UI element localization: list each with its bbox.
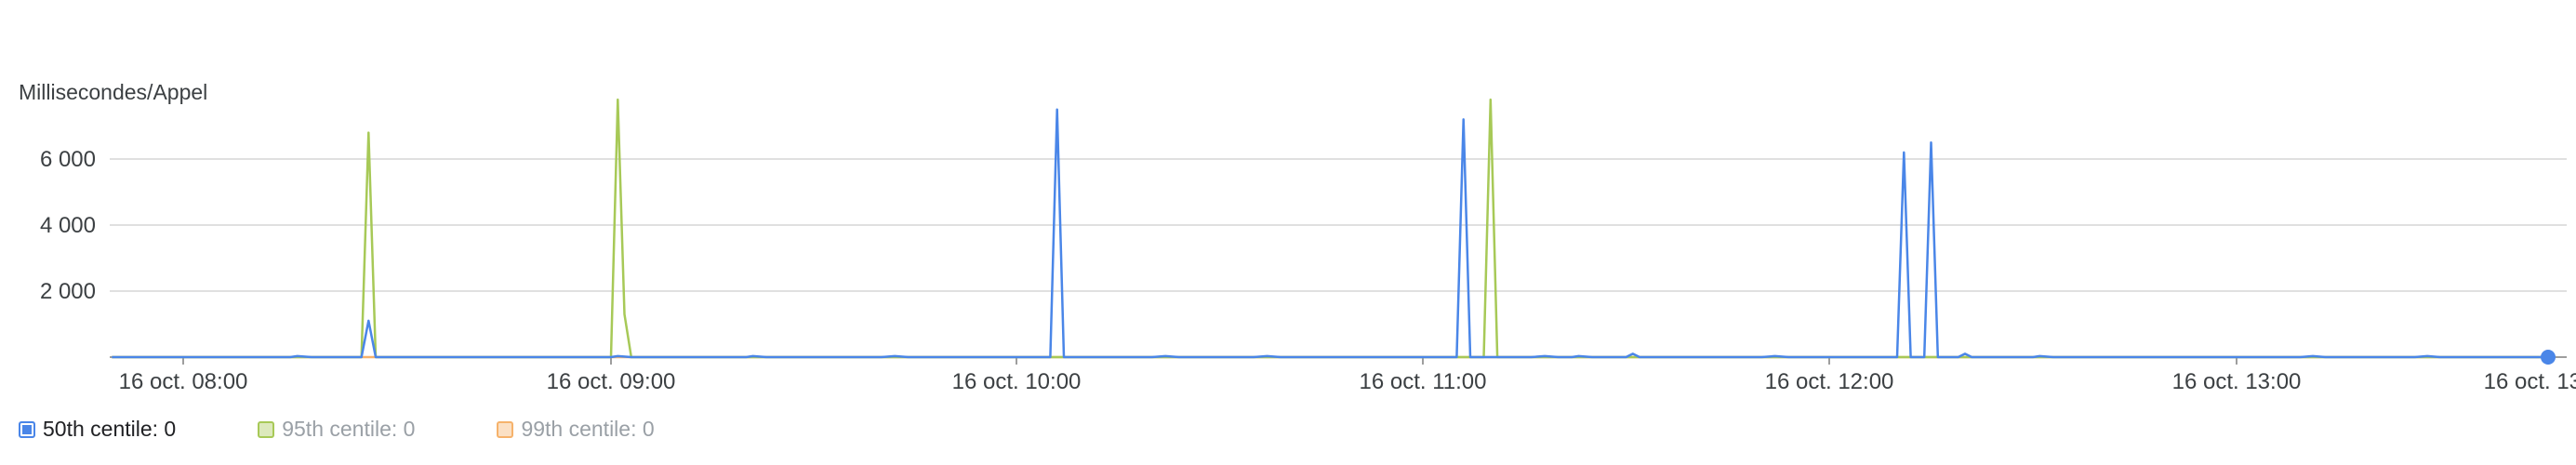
legend-swatch-99th (497, 420, 514, 438)
y-tick-label: 4 000 (40, 213, 96, 238)
legend-swatch-50th (19, 420, 35, 438)
legend: 50th centile: 0 95th centile: 0 99th cen… (19, 417, 737, 442)
series-endpoint-marker (2541, 350, 2556, 365)
y-tick-label: 6 000 (40, 147, 96, 172)
legend-item-50th[interactable]: 50th centile: 0 (19, 417, 176, 442)
series-line-50th-centile (112, 108, 2548, 359)
legend-item-95th[interactable]: 95th centile: 0 (258, 417, 415, 442)
legend-label-50th: 50th centile: 0 (43, 417, 177, 441)
x-tick-label: 16 oct. 13:00 (2172, 369, 2302, 394)
chart-plot: 2 000 4 000 6 000 16 oct. 08:00 16 oct. 09:0… (40, 98, 2576, 394)
x-tick-label: 16 oct. 09:00 (547, 369, 676, 394)
legend-label-95th: 95th centile: 0 (282, 417, 416, 441)
x-tick-label: 16 oct. 13:49 (2484, 369, 2576, 394)
x-tick-label: 16 oct. 11:00 (1360, 369, 1487, 394)
series-line-95th-centile (112, 98, 2548, 359)
x-tick-label: 16 oct. 12:00 (1765, 369, 1894, 394)
y-tick-label: 2 000 (40, 279, 96, 304)
legend-swatch-95th (258, 420, 275, 438)
legend-label-99th: 99th centile: 0 (521, 417, 655, 441)
x-tick-label: 16 oct. 10:00 (952, 369, 1082, 394)
x-tick-label: 16 oct. 08:00 (119, 369, 248, 394)
legend-item-99th[interactable]: 99th centile: 0 (497, 417, 655, 442)
y-axis-title: Millisecondes/Appel (19, 80, 208, 104)
